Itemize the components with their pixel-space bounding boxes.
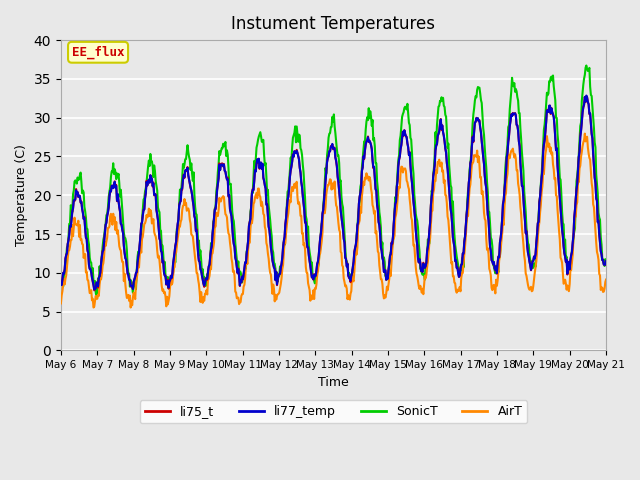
Y-axis label: Temperature (C): Temperature (C) — [15, 144, 28, 246]
Legend: li75_t, li77_temp, SonicT, AirT: li75_t, li77_temp, SonicT, AirT — [140, 400, 527, 423]
X-axis label: Time: Time — [318, 376, 349, 389]
Text: EE_flux: EE_flux — [72, 46, 124, 59]
Title: Instument Temperatures: Instument Temperatures — [232, 15, 435, 33]
